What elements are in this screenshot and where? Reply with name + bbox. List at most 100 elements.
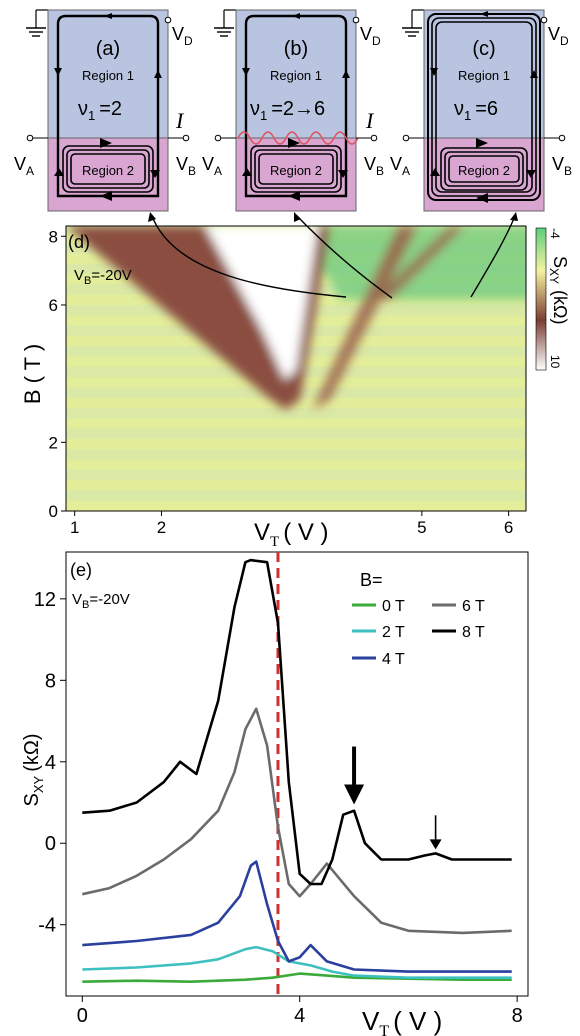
edge-channel-ring [66, 149, 150, 189]
line-chart-y-axis-label: SXY(kΩ) [21, 734, 46, 807]
panel-tag: (a) [96, 38, 120, 60]
heatmap-features [66, 226, 526, 410]
schematic-c: (c) Region 1 Region 2 ν1 =6 VD VA VB [390, 9, 572, 212]
nu-symbol: ν [454, 98, 464, 120]
contact-d-label: VD [360, 24, 381, 48]
ground-icon [214, 10, 234, 37]
arrow-icon [526, 170, 536, 178]
peak-arrows [344, 746, 442, 850]
legend-label: 4 T [382, 651, 405, 668]
filling-factor-label: ν1 =2→6 [250, 98, 325, 123]
arrow-icon [480, 11, 488, 17]
pointer-arrow-c [470, 215, 516, 298]
contact-b [558, 134, 566, 142]
line-chart-frame [65, 551, 529, 997]
arrow-icon [154, 70, 162, 78]
edge-channel-ring [70, 153, 146, 185]
contact-d [540, 16, 548, 24]
series-line-4t [82, 860, 512, 973]
arrow-icon [100, 191, 112, 201]
panel-tag: (b) [284, 38, 308, 60]
line-series-group [82, 558, 512, 983]
arrow-icon [430, 168, 440, 176]
contact-d [164, 16, 172, 24]
x-tick-label: 5 [417, 518, 426, 537]
region-2-label: Region 2 [458, 163, 510, 178]
edge-channel-ring [250, 145, 342, 193]
series-line-2t [82, 945, 512, 979]
panel-label-d: (d) [68, 232, 90, 252]
contact-b-label: VB [364, 154, 384, 178]
line-chart-panel: 0 4 8 12 8 4 0 -4 (e) VB=-20V SXY(kΩ) VT( V ) B… [21, 551, 529, 1036]
edge-channel-outer [56, 14, 160, 198]
contact-d [352, 16, 360, 24]
arrow-icon [100, 138, 112, 148]
heatmap-frame [65, 225, 527, 512]
ground-icon [402, 10, 422, 37]
heatmap-pointer-arrows [148, 212, 518, 299]
y-tick-label: 0 [49, 502, 58, 521]
nu-symbol: ν [78, 98, 88, 120]
contact-b-label: VB [176, 154, 196, 178]
arrow-icon [292, 13, 300, 19]
heatmap-stripe-1 [312, 226, 418, 410]
heatmap-y-axis-label: B ( T ) [20, 344, 45, 404]
ground-icon [26, 10, 46, 37]
contact-d-label: VD [172, 24, 193, 48]
contact-a-label: VA [202, 154, 222, 178]
heatmap-band [66, 449, 526, 460]
region-1-box [423, 9, 545, 139]
arrow-icon [476, 193, 488, 203]
arrow-icon [54, 168, 64, 176]
y-tick-label: 4 [45, 752, 56, 774]
arrow-icon [242, 68, 250, 76]
contact-b-label: VB [552, 154, 572, 178]
nu-value: =2 [99, 98, 122, 120]
y-tick-label: -4 [38, 915, 56, 937]
pointer-arrow-a [151, 215, 347, 298]
series-line-8t [82, 558, 512, 886]
edge-channel-ring [62, 145, 154, 193]
contact-a-label: VA [390, 154, 410, 178]
x-tick-label: 0 [77, 1005, 88, 1027]
arrow-icon [530, 70, 538, 78]
heatmap-band [66, 438, 526, 450]
heatmap-band [66, 459, 526, 470]
y-tick-label: 12 [34, 589, 56, 611]
arrow-icon [148, 212, 156, 222]
legend-label: 0 T [382, 598, 405, 615]
heatmap-band [66, 418, 526, 429]
heatmap-area [66, 226, 526, 511]
y-tick-label: 0 [45, 833, 56, 855]
heatmap-axes: 1 2 5 6 0 2 6 8 [49, 227, 514, 537]
current-label: I [365, 108, 375, 133]
legend-label: 8 T [462, 624, 485, 641]
panel-label-e: (e) [70, 560, 92, 580]
x-tick-label: 8 [512, 1005, 523, 1027]
colorbar-min: 10 [548, 355, 562, 369]
legend: 0 T 2 T 4 T 6 T 8 T [352, 598, 485, 668]
series-line-0t [82, 972, 512, 983]
filling-factor-label: ν1 =2 [78, 98, 122, 123]
schematic-b: (b) Region 1 Region 2 ν1 =2→6 VD VA VB I [202, 9, 384, 212]
line-chart-axes: 0 4 8 12 8 4 0 -4 [34, 589, 523, 1027]
mixing-wave [237, 131, 359, 145]
heatmap-band [66, 428, 526, 439]
edge-channel-ring [258, 153, 334, 185]
heatmap-band [66, 480, 526, 491]
region-1-label: Region 1 [458, 68, 510, 83]
panel-tag: (c) [472, 38, 495, 60]
arrow-icon [150, 170, 160, 178]
heatmap-stripe-2 [372, 226, 465, 300]
arrow-icon [430, 68, 438, 76]
heatmap-band [66, 490, 526, 501]
legend-label: 2 T [382, 624, 405, 641]
arrow-icon [288, 138, 300, 148]
edge-channel-ring [448, 155, 520, 183]
contact-a [214, 134, 222, 142]
x-tick-label: 2 [157, 518, 166, 537]
region-1-box [47, 9, 169, 139]
contact-a [402, 134, 410, 142]
